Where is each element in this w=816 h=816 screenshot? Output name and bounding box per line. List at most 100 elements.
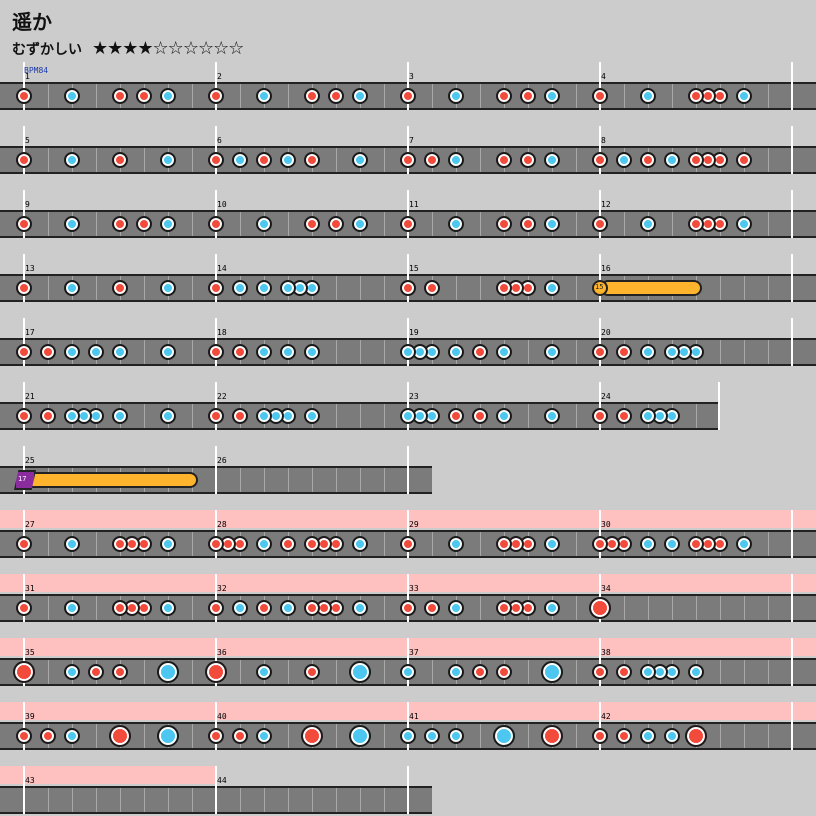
beat-line (96, 596, 97, 620)
don-note (16, 216, 32, 232)
beat-line (360, 276, 361, 300)
measure-number: 37 (409, 648, 419, 657)
measure-number: 35 (25, 648, 35, 657)
bar-line (599, 190, 601, 238)
ka-note (616, 152, 632, 168)
beat-line (192, 84, 193, 108)
don-note (208, 88, 224, 104)
ka-note (352, 88, 368, 104)
don-note (304, 600, 320, 616)
ka-note (64, 152, 80, 168)
bar-line (23, 510, 25, 558)
don-note (496, 88, 512, 104)
measure-number: 27 (25, 520, 35, 529)
ka-note (160, 88, 176, 104)
beat-line (192, 788, 193, 812)
ka-note (304, 344, 320, 360)
don-note (472, 664, 488, 680)
ka-note (256, 664, 272, 680)
don-note (400, 216, 416, 232)
don-note (304, 216, 320, 232)
bar-line (599, 702, 601, 750)
ka-note (544, 216, 560, 232)
don-note (472, 344, 488, 360)
ka-note (112, 408, 128, 424)
beat-line (384, 532, 385, 556)
beat-line (576, 148, 577, 172)
ka-note (64, 280, 80, 296)
bar-line (407, 574, 409, 622)
beat-line (648, 596, 649, 620)
bar-line (791, 190, 793, 238)
ka-note (64, 664, 80, 680)
beat-line (192, 340, 193, 364)
measure-number: 19 (409, 328, 419, 337)
measure-number: 23 (409, 392, 419, 401)
ka-note (640, 88, 656, 104)
don-note (112, 600, 128, 616)
beat-line (624, 596, 625, 620)
beat-line (384, 340, 385, 364)
measure-number: 40 (217, 712, 227, 721)
ka-note (352, 216, 368, 232)
ka-note (688, 664, 704, 680)
don-note (40, 344, 56, 360)
measure-number: 12 (601, 200, 611, 209)
beat-line (480, 276, 481, 300)
big-ka-note (493, 725, 515, 747)
beat-line (288, 660, 289, 684)
beat-line (744, 276, 745, 300)
ka-note (736, 216, 752, 232)
ka-note (448, 344, 464, 360)
beat-line (720, 596, 721, 620)
measure-number: 43 (25, 776, 35, 785)
beat-line (192, 276, 193, 300)
gogo-band (0, 766, 216, 784)
beat-line (528, 340, 529, 364)
don-note (328, 216, 344, 232)
ka-note (640, 344, 656, 360)
ka-note (664, 344, 680, 360)
ka-note (640, 216, 656, 232)
measure-number: 1 (25, 72, 30, 81)
measure-number: 13 (25, 264, 35, 273)
beat-line (576, 404, 577, 428)
ka-note (232, 600, 248, 616)
ka-note (664, 536, 680, 552)
ka-note (352, 600, 368, 616)
beat-line (528, 660, 529, 684)
bar-line (407, 190, 409, 238)
beat-line (288, 212, 289, 236)
difficulty-row: むずかしい ★★★★☆☆☆☆☆☆ (12, 38, 244, 59)
beat-line (144, 276, 145, 300)
measure-number: 4 (601, 72, 606, 81)
don-note (616, 344, 632, 360)
bar-line (791, 126, 793, 174)
beat-line (288, 724, 289, 748)
ka-note (64, 216, 80, 232)
ka-note (400, 344, 416, 360)
don-note (400, 88, 416, 104)
don-note (736, 152, 752, 168)
beat-line (240, 84, 241, 108)
measure-number: 31 (25, 584, 35, 593)
beat-line (480, 596, 481, 620)
beat-line (48, 596, 49, 620)
measure-number: 25 (25, 456, 35, 465)
beat-line (624, 212, 625, 236)
don-note (616, 408, 632, 424)
don-note (208, 536, 224, 552)
measure-number: 2 (217, 72, 222, 81)
beat-line (192, 148, 193, 172)
measure-number: 11 (409, 200, 419, 209)
don-note (232, 728, 248, 744)
ka-note (664, 728, 680, 744)
don-note (16, 280, 32, 296)
ka-note (352, 536, 368, 552)
ka-note (736, 88, 752, 104)
beat-line (432, 212, 433, 236)
beat-line (576, 724, 577, 748)
measure-number: 32 (217, 584, 227, 593)
beat-line (192, 212, 193, 236)
ka-note (424, 728, 440, 744)
